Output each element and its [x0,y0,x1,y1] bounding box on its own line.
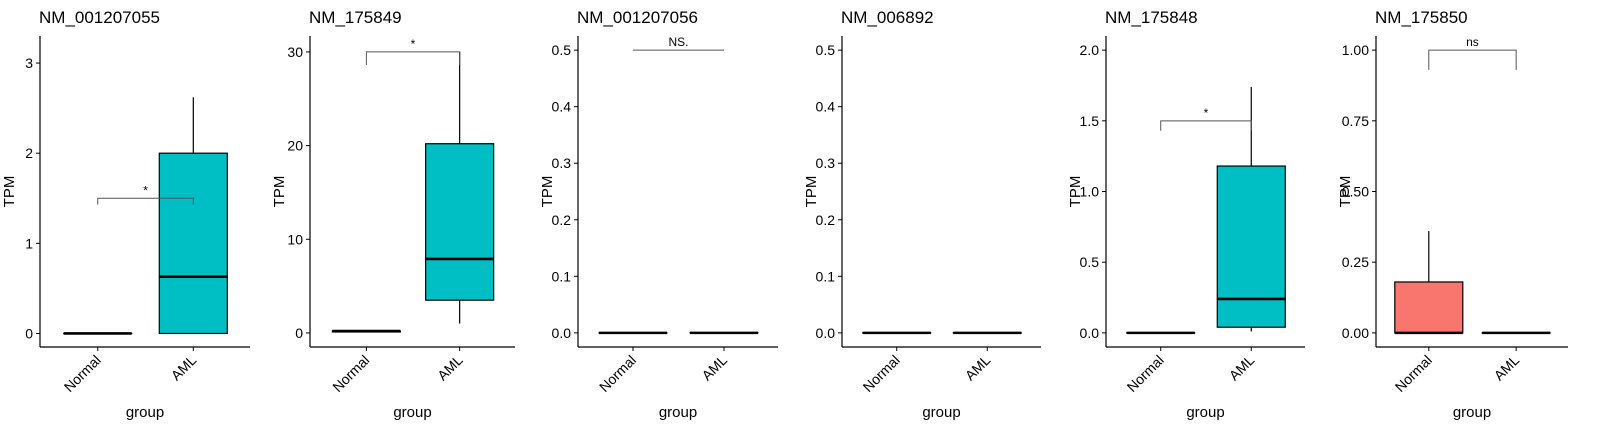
y-tick-label: 0.2 [552,212,572,228]
significance-bracket: NS. [633,35,724,51]
x-axis-label: group [1453,404,1491,421]
box-aml [158,97,228,335]
chart-panel: NM_001207056 0.0 0.1 0.2 0.3 0.4 0.5 TPM Normal A… [539,8,778,421]
x-tick-label: AML [1226,352,1258,384]
chart-panel: NM_006892 0.0 0.1 0.2 0.3 0.4 0.5 TPM Normal AML g… [803,8,1041,421]
x-axis-label: group [393,404,431,421]
x-tick-label: AML [168,352,200,384]
bracket-line [97,197,194,205]
chart-panel: NM_175850 0.00 0.25 0.50 0.75 1.00 TPM Normal AM… [1337,8,1568,421]
y-tick-label: 0.1 [816,268,836,284]
x-tick-label: AML [434,352,466,384]
box-normal [331,329,401,333]
y-tick-label: 0.5 [1080,254,1100,270]
x-tick-label: Normal [1392,352,1435,395]
y-tick-label: 0.5 [816,42,836,58]
x-axis-label: group [126,404,164,421]
significance-bracket: ns [1428,35,1517,70]
y-tick-label: 0.25 [1342,254,1369,270]
x-axis-label: group [1186,404,1224,421]
x-tick-label: AML [962,352,994,384]
chart-title: NM_001207055 [39,8,160,27]
box-aml [1216,86,1286,332]
y-tick-label: 2.0 [1080,42,1100,58]
chart-title: NM_175848 [1105,8,1198,27]
box-normal [1394,231,1464,335]
x-axis-label: group [922,404,960,421]
chart-title: NM_001207056 [577,8,698,27]
y-tick-label: 0.3 [816,155,836,171]
y-axis-label: TPM [271,176,288,208]
significance-bracket: * [97,183,194,205]
chart-panel: NM_001207055 0 1 2 3 TPM Normal AML group * [1,8,250,421]
significance-label: * [143,183,148,197]
chart-panel: NM_175848 0.0 0.5 1.0 1.5 2.0 TPM Normal AML grou… [1067,8,1305,421]
y-tick-label: 0.50 [1342,184,1369,200]
y-axis-label: TPM [1067,176,1084,208]
y-axis-label: TPM [1,176,18,208]
y-tick-label: 0.0 [1080,325,1100,341]
y-tick-label: 1.5 [1080,113,1100,129]
y-tick-label: 2 [25,145,33,161]
significance-bracket: * [1160,106,1252,131]
x-tick-label: AML [698,352,730,384]
significance-label: NS. [668,35,688,49]
y-tick-label: 0.00 [1342,325,1369,341]
y-tick-label: 30 [287,44,303,60]
box-body [1394,281,1464,334]
y-axis-label: TPM [1337,176,1354,208]
x-tick-label: Normal [596,352,639,395]
y-tick-label: 0.5 [552,42,572,58]
y-tick-label: 1 [25,235,33,251]
significance-bracket: * [365,37,461,66]
y-tick-label: 0.3 [552,155,572,171]
box-body [158,152,228,335]
significance-label: * [1204,106,1209,120]
x-axis-label: group [659,404,697,421]
box-aml [425,51,495,324]
y-tick-label: 20 [287,138,303,154]
x-tick-label: Normal [860,352,903,395]
x-tick-label: AML [1491,352,1523,384]
y-tick-label: 3 [25,55,33,71]
bracket-line [365,51,461,66]
y-tick-label: 1.0 [1080,184,1100,200]
significance-label: ns [1466,35,1479,49]
y-tick-label: 0.0 [552,325,572,341]
x-tick-label: Normal [61,352,104,395]
y-tick-label: 10 [287,231,303,247]
y-tick-label: 1.00 [1342,42,1369,58]
y-axis-label: TPM [539,176,556,208]
x-tick-label: Normal [1124,352,1167,395]
y-tick-label: 0.4 [552,99,572,115]
y-tick-label: 0 [25,325,33,341]
box-body [1216,165,1286,328]
y-tick-label: 0.2 [816,212,836,228]
y-tick-label: 0.1 [552,268,572,284]
y-tick-label: 0.4 [816,99,836,115]
chart-title: NM_006892 [841,8,934,27]
x-tick-label: Normal [329,352,372,395]
chart-panel: NM_175849 0 10 20 30 TPM Normal AML group * [271,8,515,421]
chart-title: NM_175850 [1375,8,1468,27]
significance-label: * [411,37,416,51]
y-tick-label: 0 [295,325,303,341]
bracket-line [1160,120,1252,131]
y-axis-label: TPM [803,176,820,208]
chart-title: NM_175849 [309,8,402,27]
y-tick-label: 0.0 [816,325,836,341]
bracket-line [1428,49,1517,70]
box-body [425,143,495,301]
y-tick-label: 0.75 [1342,113,1369,129]
